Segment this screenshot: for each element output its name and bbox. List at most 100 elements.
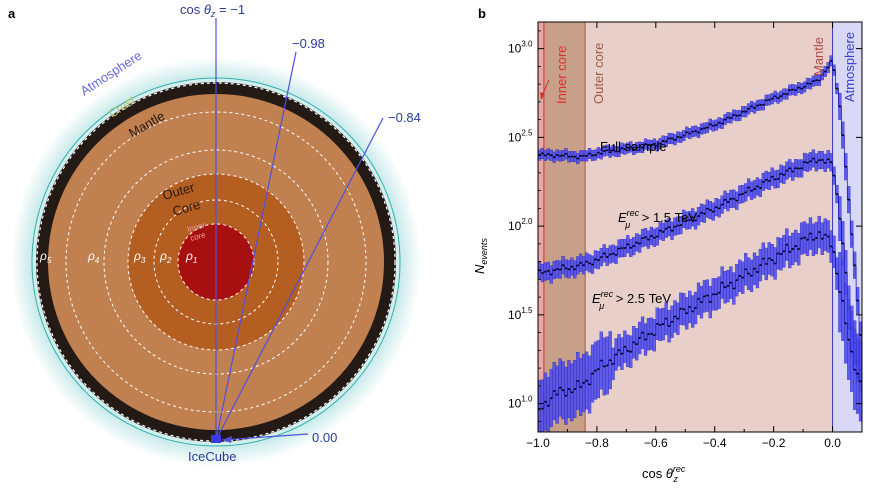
data-point	[815, 161, 818, 164]
data-point	[812, 80, 815, 83]
data-point	[847, 338, 850, 341]
data-point	[738, 274, 741, 277]
data-point	[762, 103, 765, 106]
data-point	[753, 106, 756, 109]
data-point	[712, 210, 715, 213]
data-point	[803, 85, 806, 88]
data-point	[588, 262, 591, 265]
data-point	[556, 268, 559, 271]
data-point	[597, 151, 600, 154]
data-point	[632, 148, 635, 151]
data-point	[562, 154, 565, 157]
events-histogram-panel: b −1.0 −0.8 −0.6 −0.4 −0.2 0.0 101.0 101.5 102.0…	[472, 6, 863, 484]
inner-core-arrowhead	[540, 92, 545, 100]
data-point	[668, 325, 671, 328]
data-point	[582, 154, 585, 157]
data-point	[841, 299, 844, 302]
data-point	[659, 229, 662, 232]
data-point	[570, 391, 573, 394]
data-point	[706, 126, 709, 129]
data-point	[715, 206, 718, 209]
earth-diagram-panel: a Atmosphere Crust Mantle Outer Core Inn…	[8, 2, 421, 467]
data-point	[856, 299, 859, 302]
data-point	[562, 264, 565, 267]
data-box	[546, 376, 550, 433]
data-point	[659, 323, 662, 326]
data-point	[662, 140, 665, 143]
data-point	[718, 291, 721, 294]
angle-label-000: 0.00	[312, 430, 337, 445]
data-point	[570, 155, 573, 158]
data-point	[706, 207, 709, 210]
data-point	[626, 146, 629, 149]
data-point	[824, 233, 827, 236]
mantle-region-bg	[585, 22, 833, 432]
data-point	[656, 322, 659, 325]
data-point	[756, 185, 759, 188]
data-point	[726, 285, 729, 288]
data-point	[676, 224, 679, 227]
data-point	[812, 238, 815, 241]
data-point	[591, 263, 594, 266]
data-point	[700, 301, 703, 304]
data-point	[582, 381, 585, 384]
data-point	[759, 103, 762, 106]
data-point	[794, 89, 797, 92]
data-point	[830, 161, 833, 164]
axes: −1.0 −0.8 −0.6 −0.4 −0.2 0.0 101.0 101.5 102.0 10…	[508, 21, 863, 450]
data-point	[559, 268, 562, 271]
data-point	[544, 270, 547, 273]
data-point	[703, 127, 706, 130]
data-point	[856, 372, 859, 375]
data-point	[859, 380, 862, 383]
data-point	[762, 257, 765, 260]
data-point	[697, 131, 700, 134]
data-point	[579, 154, 582, 157]
data-point	[780, 253, 782, 256]
data-point	[556, 393, 559, 396]
data-point	[620, 247, 623, 250]
plot-frame	[537, 21, 863, 433]
rho-labels: ρ5 ρ4 ρ3 ρ2 ρ1	[39, 249, 197, 265]
data-point	[833, 250, 836, 253]
data-point	[688, 219, 691, 222]
data-point	[788, 167, 791, 170]
data-point	[573, 387, 576, 390]
data-point	[618, 349, 620, 352]
data-point	[741, 276, 744, 279]
data-point	[809, 82, 812, 85]
rho-4-label: ρ4	[87, 249, 100, 265]
data-point	[600, 256, 603, 259]
data-point	[726, 201, 729, 204]
data-point	[591, 372, 594, 375]
data-point	[662, 230, 665, 233]
data-point	[668, 226, 671, 229]
data-point	[818, 159, 821, 162]
data-point	[538, 408, 541, 411]
rho-3-label: ρ3	[133, 249, 146, 265]
e25-label: Erec μ > 2.5 TeV	[592, 289, 671, 311]
data-point	[782, 92, 785, 95]
data-point	[824, 70, 827, 73]
data-point	[797, 167, 800, 170]
data-point	[544, 400, 547, 403]
data-point	[609, 253, 612, 256]
boundary-dashed-outer	[36, 82, 396, 442]
series-3	[537, 215, 863, 433]
angle-label-098: −0.98	[292, 36, 325, 51]
data-point	[694, 219, 697, 222]
data-point	[656, 235, 659, 238]
data-point	[732, 287, 735, 290]
zenith-label: cos θz = −1	[180, 2, 245, 19]
data-point	[744, 191, 747, 194]
data-point	[641, 146, 644, 149]
data-point	[562, 389, 565, 392]
trajectory-line-084	[215, 117, 384, 441]
data-point	[782, 173, 785, 176]
y-tick-label: 102.0	[508, 217, 533, 233]
data-point	[564, 267, 567, 270]
data-point	[579, 261, 582, 264]
data-point	[629, 350, 632, 353]
data-point	[777, 252, 780, 255]
data-point	[800, 167, 803, 170]
